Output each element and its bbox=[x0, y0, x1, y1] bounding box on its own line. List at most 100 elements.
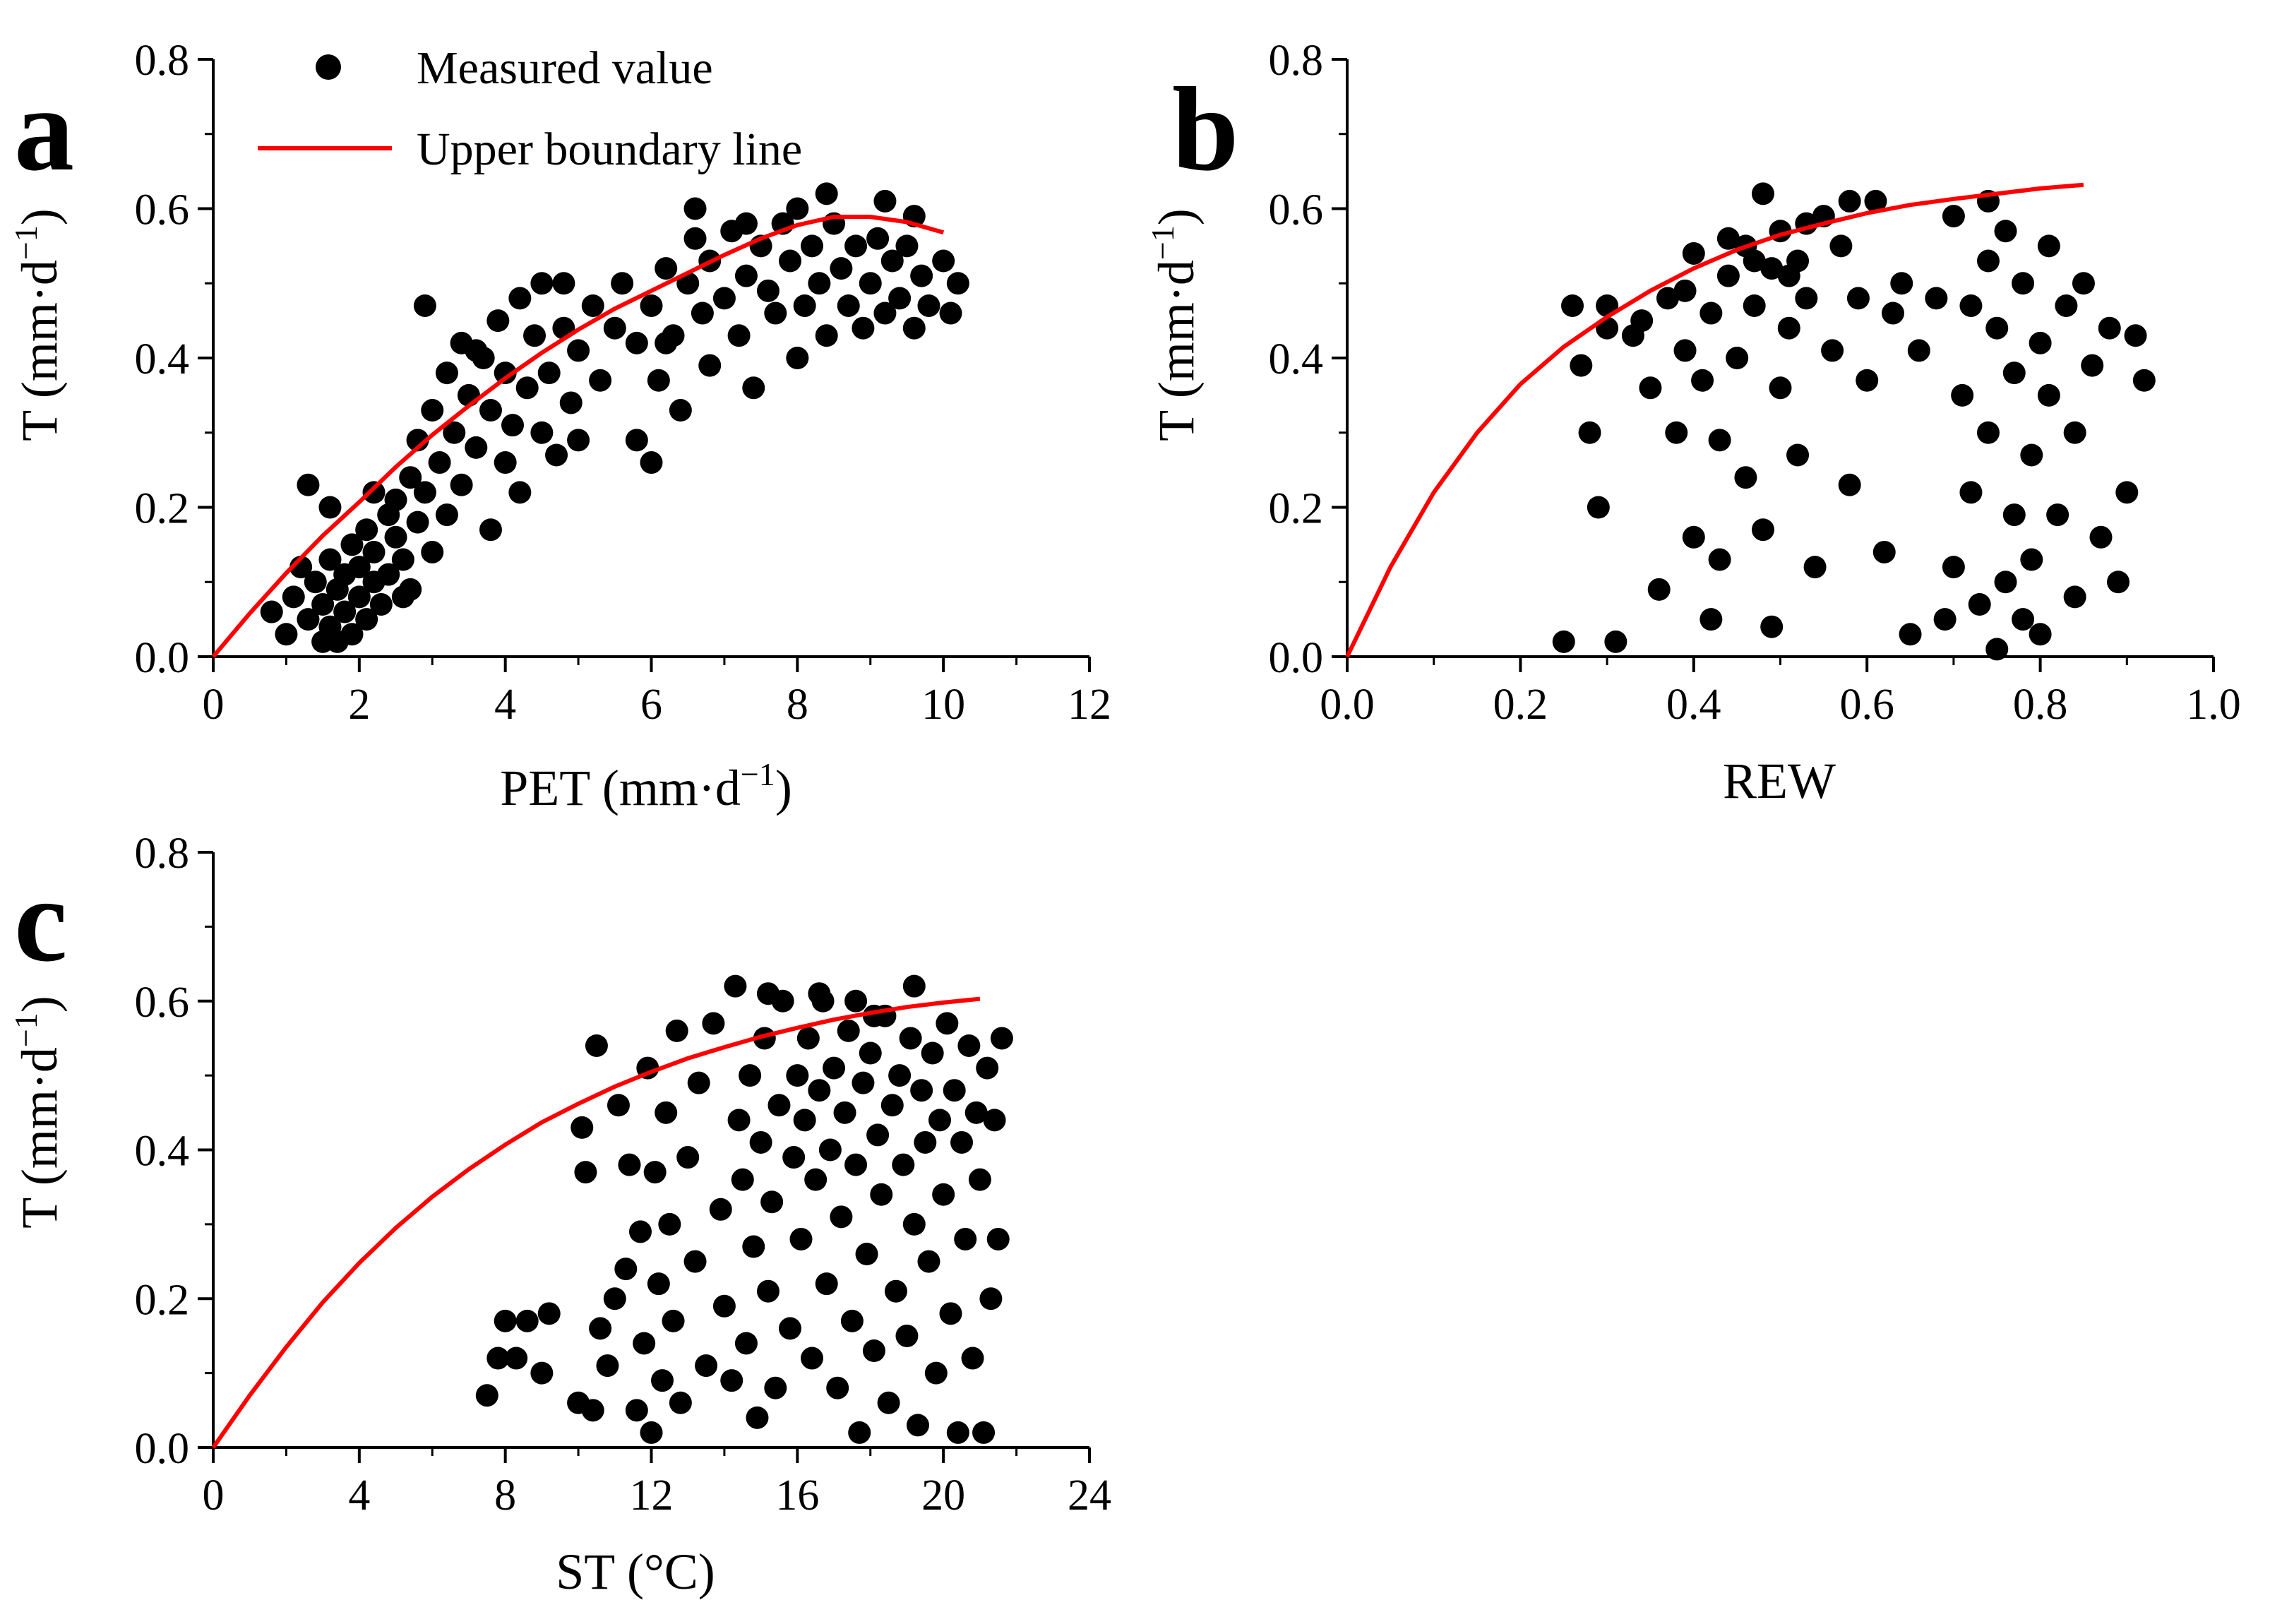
data-point bbox=[614, 1258, 638, 1281]
data-point bbox=[720, 1369, 743, 1392]
data-point bbox=[1838, 473, 1861, 496]
data-point bbox=[683, 197, 707, 220]
data-point bbox=[888, 287, 912, 310]
data-point bbox=[2072, 272, 2095, 295]
data-point bbox=[1552, 630, 1575, 653]
data-point bbox=[1795, 287, 1818, 310]
data-point bbox=[844, 989, 868, 1013]
data-point bbox=[789, 1227, 813, 1250]
data-point bbox=[2020, 443, 2043, 467]
panel-label-a: a bbox=[14, 63, 74, 196]
data-point bbox=[899, 1027, 922, 1050]
data-point bbox=[808, 1079, 831, 1102]
data-point bbox=[297, 608, 320, 631]
data-point bbox=[1656, 287, 1679, 310]
y-tick-label: 0.8 bbox=[1269, 37, 1324, 85]
x-tick-label: 1.0 bbox=[2186, 681, 2241, 729]
data-point bbox=[764, 301, 787, 325]
data-point bbox=[618, 1153, 641, 1176]
upper-boundary-line bbox=[211, 996, 981, 1449]
data-point bbox=[1639, 376, 1662, 400]
panel-a: a 0 2 4 6 8 10 120.00.20.40.60.8 PET (mm·d−1) … bbox=[8, 37, 1111, 816]
data-point bbox=[1682, 241, 1705, 265]
data-point bbox=[435, 362, 458, 385]
data-point bbox=[658, 1212, 681, 1236]
data-point bbox=[895, 234, 919, 258]
data-point bbox=[902, 1212, 926, 1236]
data-point bbox=[567, 339, 590, 362]
data-point bbox=[465, 339, 488, 362]
data-point bbox=[946, 272, 969, 295]
data-point bbox=[739, 1064, 762, 1087]
data-point bbox=[946, 1421, 969, 1444]
data-point bbox=[986, 1227, 1010, 1250]
panel-b: b 0.0 0.2 0.4 0.6 0.8 1.00.00.20.40.60.8 REW … bbox=[1145, 37, 2241, 809]
data-point bbox=[855, 1243, 878, 1266]
data-point bbox=[647, 1272, 670, 1296]
data-point bbox=[731, 1168, 754, 1191]
data-point bbox=[494, 1309, 517, 1332]
data-point bbox=[1864, 189, 1887, 213]
data-point bbox=[866, 1123, 890, 1147]
data-point bbox=[450, 473, 473, 496]
data-point bbox=[880, 249, 904, 273]
data-point bbox=[1561, 294, 1584, 317]
data-point bbox=[651, 1369, 674, 1392]
x-tick-label: 0.6 bbox=[1839, 681, 1894, 729]
panel-label-b: b bbox=[1172, 63, 1239, 196]
data-point bbox=[823, 1056, 846, 1080]
data-point bbox=[727, 1109, 751, 1132]
panel-b-marks bbox=[1345, 182, 2156, 661]
data-point bbox=[877, 1391, 900, 1414]
data-point bbox=[640, 294, 663, 317]
data-point bbox=[742, 1235, 765, 1258]
data-point bbox=[808, 982, 831, 1005]
data-point bbox=[559, 391, 583, 414]
data-point bbox=[1604, 630, 1627, 653]
data-point bbox=[655, 257, 678, 280]
data-point bbox=[786, 197, 809, 220]
x-tick-label: 4 bbox=[494, 681, 516, 729]
data-point bbox=[2115, 481, 2139, 504]
data-point bbox=[377, 563, 400, 586]
data-point bbox=[2089, 525, 2113, 549]
data-point bbox=[399, 466, 422, 489]
data-point bbox=[1578, 421, 1601, 444]
data-point bbox=[494, 362, 517, 385]
data-point bbox=[932, 249, 955, 273]
data-point bbox=[2037, 383, 2060, 407]
data-point bbox=[443, 421, 466, 444]
data-point bbox=[778, 249, 801, 273]
data-point bbox=[801, 234, 824, 258]
data-point bbox=[347, 556, 371, 579]
data-point bbox=[391, 548, 414, 571]
x-tick-label: 0.0 bbox=[1320, 681, 1375, 729]
data-point bbox=[742, 376, 765, 400]
data-point bbox=[808, 272, 831, 295]
panel-b-axes: 0.0 0.2 0.4 0.6 0.8 1.0 0.0 0.2 0.4 0.6 0.8 bbox=[1269, 37, 2241, 729]
data-point bbox=[749, 1130, 772, 1154]
data-point bbox=[756, 1279, 779, 1303]
data-point bbox=[1760, 257, 1784, 280]
data-point bbox=[581, 1399, 604, 1422]
data-point bbox=[1899, 623, 1922, 646]
data-point bbox=[870, 1183, 893, 1206]
data-point bbox=[1994, 220, 2017, 243]
data-point bbox=[1803, 556, 1827, 579]
data-point bbox=[508, 481, 532, 504]
data-point bbox=[880, 1094, 904, 1117]
data-point bbox=[1777, 264, 1800, 287]
data-point bbox=[585, 1034, 608, 1057]
data-point bbox=[515, 376, 539, 400]
data-point bbox=[1665, 421, 1688, 444]
data-point bbox=[530, 1361, 554, 1385]
panel-a-marks bbox=[211, 182, 969, 658]
data-point bbox=[924, 1361, 948, 1385]
y-tick-label: 0.6 bbox=[135, 979, 190, 1027]
x-tick-label: 16 bbox=[775, 1471, 819, 1519]
panel-c: c 0 4 8 12 16 20 24 0.0 0.2 0.4 0.6 0.8 ST (°C) T (… bbox=[8, 830, 1111, 1600]
data-point bbox=[2002, 362, 2026, 385]
data-point bbox=[691, 301, 714, 325]
data-point bbox=[655, 331, 678, 354]
data-point bbox=[589, 369, 612, 392]
